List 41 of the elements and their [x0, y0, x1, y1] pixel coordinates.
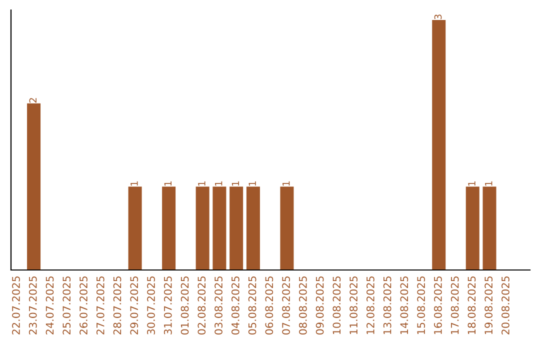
x-tick-label: 18.08.2025 — [468, 276, 476, 334]
x-tick-label: 22.07.2025 — [12, 276, 20, 334]
x-tick-label: 25.07.2025 — [62, 276, 71, 334]
x-tick-label: 27.07.2025 — [96, 276, 104, 334]
x-tick-label: 01.08.2025 — [180, 276, 189, 335]
x-tick-label: 05.08.2025 — [248, 276, 256, 335]
data-label: 1 — [198, 181, 206, 186]
x-tick-label: 15.08.2025 — [417, 276, 426, 334]
x-tick-label: 06.08.2025 — [265, 276, 274, 335]
x-tick-label: 19.08.2025 — [484, 276, 493, 334]
x-tick-label: 23.07.2025 — [28, 276, 37, 334]
x-tick-label: 31.07.2025 — [164, 276, 172, 334]
data-label: 1 — [164, 181, 172, 186]
x-tick-label: 11.08.2025 — [350, 276, 358, 334]
x-tick-label: 09.08.2025 — [316, 276, 324, 335]
data-label: 1 — [130, 181, 138, 186]
x-tick-label: 10.08.2025 — [332, 276, 341, 334]
x-tick-label: 12.08.2025 — [366, 276, 374, 334]
x-tick-label: 30.07.2025 — [147, 276, 155, 334]
x-tick-label: 17.08.2025 — [450, 276, 459, 334]
x-tick-label: 07.08.2025 — [282, 276, 290, 335]
data-label: 1 — [485, 181, 492, 186]
data-label: 2 — [29, 98, 36, 103]
x-tick-label: 03.08.2025 — [214, 276, 222, 335]
data-label: 1 — [248, 181, 256, 186]
x-tick-label: 02.08.2025 — [198, 276, 206, 335]
x-tick-label: 24.07.2025 — [46, 276, 54, 334]
x-tick-label: 16.08.2025 — [434, 276, 442, 334]
data-label: 1 — [232, 181, 240, 186]
data-label: 3 — [434, 14, 442, 20]
x-tick-label: 28.07.2025 — [113, 276, 122, 334]
data-label: 1 — [282, 181, 290, 186]
x-tick-label: 14.08.2025 — [400, 276, 408, 334]
x-tick-label: 04.08.2025 — [231, 276, 240, 335]
data-label: 1 — [468, 181, 476, 186]
x-tick-label: 26.07.2025 — [80, 276, 88, 334]
x-tick-label: 20.08.2025 — [502, 276, 510, 334]
x-tick-label: 13.08.2025 — [383, 276, 392, 334]
x-tick-label: 29.07.2025 — [130, 276, 138, 334]
data-label: 1 — [215, 181, 222, 186]
x-tick-label: 08.08.2025 — [298, 276, 307, 335]
